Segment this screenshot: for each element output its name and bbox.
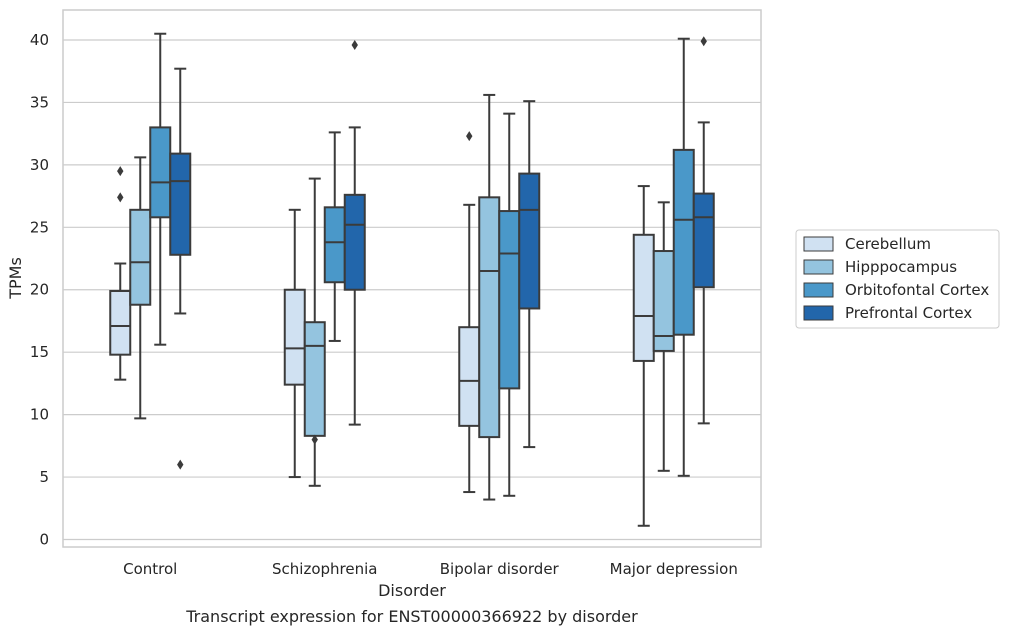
box-hipppocampus bbox=[303, 177, 326, 487]
box-hipppocampus bbox=[129, 156, 152, 420]
x-tick-label: Control bbox=[123, 560, 177, 578]
outlier-point bbox=[117, 192, 124, 203]
outlier-point bbox=[466, 131, 473, 142]
iqr-box bbox=[303, 321, 326, 437]
iqr-box bbox=[478, 196, 501, 439]
y-tick-label: 15 bbox=[30, 343, 49, 361]
iqr-box bbox=[632, 233, 655, 362]
y-tick-label: 20 bbox=[30, 281, 49, 299]
y-tick-labels: 0 5 10 15 20 25 30 35 40 bbox=[30, 31, 49, 549]
legend: Cerebellum Hipppocampus Orbitofontal Corte… bbox=[795, 229, 1000, 329]
box-series bbox=[109, 32, 715, 527]
outlier-point bbox=[117, 166, 124, 177]
y-tick-label: 40 bbox=[30, 31, 49, 49]
y-tick-label: 5 bbox=[39, 468, 49, 486]
iqr-box bbox=[672, 148, 695, 336]
x-tick-label: Bipolar disorder bbox=[440, 560, 560, 578]
box-orbitofontal-cortex bbox=[323, 131, 346, 342]
legend-swatch bbox=[803, 259, 834, 275]
x-tick-label: Schizophrenia bbox=[272, 560, 377, 578]
legend-swatch bbox=[803, 236, 834, 252]
outlier-point bbox=[177, 459, 184, 470]
outlier-point bbox=[311, 434, 318, 445]
y-tick-label: 30 bbox=[30, 156, 49, 174]
box-orbitofontal-cortex bbox=[498, 112, 521, 497]
legend-swatch bbox=[803, 305, 834, 321]
y-axis-title: TPMs bbox=[6, 257, 25, 300]
legend-label: Hipppocampus bbox=[845, 258, 957, 276]
legend-label: Prefrontal Cortex bbox=[845, 304, 972, 322]
iqr-box bbox=[283, 288, 306, 386]
legend-label: Orbitofontal Cortex bbox=[845, 281, 989, 299]
y-tick-label: 10 bbox=[30, 406, 49, 424]
box-cerebellum bbox=[458, 131, 481, 494]
y-tick-label: 25 bbox=[30, 218, 49, 236]
chart-caption: Transcript expression for ENST0000036692… bbox=[185, 607, 638, 626]
iqr-box bbox=[343, 193, 366, 291]
plot-frame bbox=[62, 9, 762, 548]
iqr-box bbox=[169, 152, 192, 256]
iqr-box bbox=[109, 289, 132, 356]
iqr-box bbox=[692, 192, 715, 289]
legend-swatch bbox=[803, 282, 834, 298]
x-tick-label: Major depression bbox=[610, 560, 738, 578]
box-prefrontal-cortex bbox=[518, 100, 541, 449]
iqr-box bbox=[129, 208, 152, 306]
box-hipppocampus bbox=[478, 93, 501, 501]
x-tick-labels: Control Schizophrenia Bipolar disorder Majo… bbox=[123, 560, 738, 578]
iqr-box bbox=[458, 326, 481, 427]
box-prefrontal-cortex bbox=[343, 39, 366, 426]
x-axis-title: Disorder bbox=[378, 581, 446, 600]
iqr-box bbox=[149, 126, 172, 219]
y-tick-label: 0 bbox=[39, 531, 49, 549]
outlier-point bbox=[700, 36, 707, 47]
legend-label: Cerebellum bbox=[845, 235, 931, 253]
y-tick-label: 35 bbox=[30, 93, 49, 111]
iqr-box bbox=[323, 206, 346, 284]
legend-frame bbox=[795, 229, 1000, 329]
outlier-point bbox=[351, 39, 358, 50]
iqr-box bbox=[518, 172, 541, 310]
box-prefrontal-cortex bbox=[692, 36, 715, 425]
iqr-box bbox=[498, 210, 521, 390]
box-cerebellum bbox=[632, 185, 655, 527]
box-cerebellum bbox=[109, 166, 132, 381]
box-prefrontal-cortex bbox=[169, 67, 192, 470]
